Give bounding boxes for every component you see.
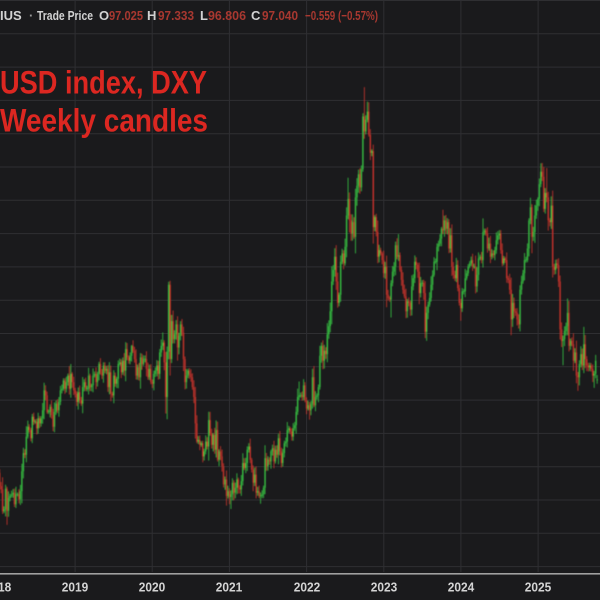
svg-text:H: H — [147, 8, 156, 23]
svg-text:2025: 2025 — [525, 580, 552, 595]
svg-text:96.806: 96.806 — [208, 8, 246, 23]
svg-text:−0.559 (−0.57%): −0.559 (−0.57%) — [305, 8, 378, 23]
svg-text:2019: 2019 — [62, 580, 89, 595]
svg-text:97.025: 97.025 — [109, 8, 143, 23]
svg-text:·: · — [29, 8, 33, 23]
svg-text:Weekly candles: Weekly candles — [0, 103, 208, 139]
svg-text:Trade Price: Trade Price — [37, 8, 93, 23]
svg-text:97.040: 97.040 — [262, 8, 298, 23]
svg-text:USD index, DXY: USD index, DXY — [0, 65, 207, 101]
svg-text:2021: 2021 — [216, 580, 243, 595]
svg-text:O: O — [99, 8, 109, 23]
svg-text:2020: 2020 — [139, 580, 166, 595]
svg-text:L: L — [200, 8, 208, 23]
svg-text:2018: 2018 — [0, 580, 11, 595]
svg-text:97.333: 97.333 — [158, 8, 194, 23]
svg-text:2022: 2022 — [294, 580, 321, 595]
svg-text:2024: 2024 — [448, 580, 475, 595]
svg-text:C: C — [251, 8, 261, 23]
svg-text:IUS: IUS — [0, 8, 22, 23]
svg-text:2023: 2023 — [371, 580, 398, 595]
